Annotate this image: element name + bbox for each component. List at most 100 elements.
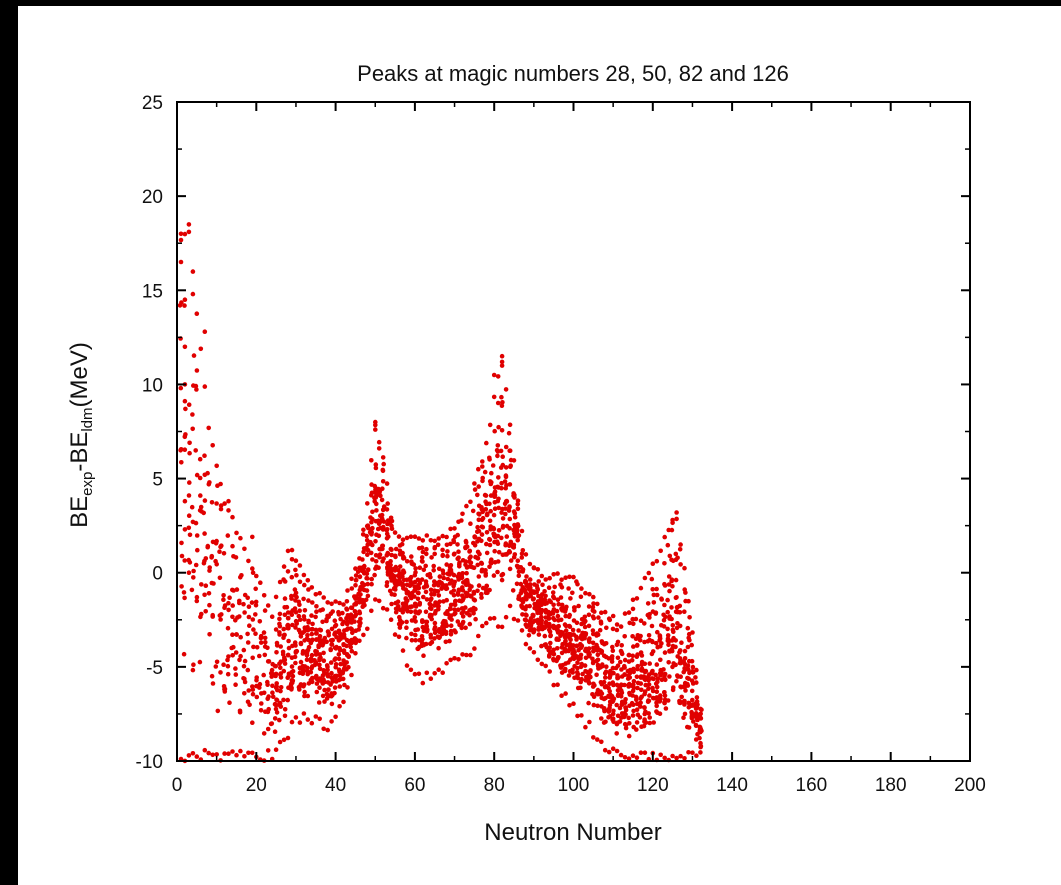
data-point	[479, 595, 484, 600]
data-point	[181, 590, 187, 595]
data-point	[259, 701, 264, 706]
data-point	[365, 593, 371, 599]
data-point	[479, 538, 484, 544]
data-point	[306, 598, 311, 603]
data-point	[484, 583, 490, 589]
data-point	[665, 597, 670, 603]
data-point	[572, 608, 577, 613]
data-point	[597, 627, 603, 633]
data-point	[313, 714, 319, 719]
data-point	[646, 682, 652, 687]
data-point	[535, 587, 541, 592]
data-point	[251, 644, 256, 650]
data-point	[373, 490, 378, 495]
data-point	[254, 678, 259, 683]
data-point	[385, 564, 390, 570]
data-point	[631, 678, 637, 684]
y-axis-title-main: BE	[66, 496, 93, 528]
data-point	[651, 720, 656, 725]
data-point	[419, 545, 425, 550]
data-point	[190, 667, 196, 673]
data-point	[424, 670, 430, 676]
data-point	[369, 458, 374, 463]
data-point	[651, 592, 657, 598]
data-point	[649, 623, 655, 629]
data-point	[225, 533, 231, 538]
data-point	[257, 619, 263, 624]
data-point	[570, 627, 576, 633]
data-point	[619, 643, 624, 648]
data-point	[622, 634, 627, 639]
data-point	[230, 653, 235, 658]
data-point	[459, 575, 465, 581]
data-point	[685, 681, 690, 687]
data-point	[606, 616, 612, 621]
data-point	[677, 648, 683, 653]
data-point	[630, 634, 635, 639]
data-point	[178, 259, 184, 265]
data-point	[682, 711, 688, 717]
data-point	[580, 671, 585, 677]
data-point	[611, 670, 616, 676]
data-point	[674, 510, 679, 515]
data-point	[467, 621, 473, 627]
data-point	[182, 434, 188, 440]
data-point	[591, 601, 596, 606]
data-point	[499, 577, 505, 583]
data-point	[281, 697, 286, 703]
data-point	[482, 469, 488, 475]
data-point	[590, 660, 596, 666]
data-point	[673, 662, 678, 668]
data-point	[594, 658, 599, 664]
data-point	[503, 541, 509, 546]
data-point	[523, 552, 529, 557]
data-point	[300, 667, 306, 673]
data-point	[611, 682, 616, 688]
data-point	[586, 646, 592, 651]
data-point	[432, 626, 437, 632]
data-point	[595, 737, 600, 742]
data-point	[191, 575, 196, 580]
data-point	[610, 644, 615, 650]
data-point	[468, 499, 473, 505]
data-point	[467, 549, 472, 554]
data-point	[503, 387, 509, 392]
data-point	[588, 668, 593, 673]
data-point	[293, 618, 299, 624]
data-point	[186, 513, 192, 518]
data-point	[610, 613, 616, 619]
data-point	[511, 458, 517, 463]
data-point	[293, 643, 298, 648]
data-point	[250, 570, 256, 575]
data-point	[667, 553, 673, 559]
data-point	[479, 524, 485, 529]
data-point	[590, 640, 596, 646]
data-point	[491, 525, 496, 531]
data-point	[289, 547, 295, 553]
data-point	[523, 590, 529, 596]
data-point	[469, 594, 474, 599]
data-point	[439, 586, 444, 591]
x-tick-label: 20	[246, 775, 267, 796]
data-point	[485, 512, 490, 517]
data-point	[333, 646, 339, 651]
data-point	[292, 606, 298, 611]
data-point	[558, 617, 564, 623]
data-point	[682, 648, 688, 654]
data-point	[310, 626, 315, 632]
data-point	[300, 651, 306, 656]
data-point	[587, 636, 592, 641]
data-point	[278, 665, 283, 671]
data-point	[233, 650, 239, 655]
data-point	[376, 565, 381, 570]
data-point	[257, 653, 262, 659]
data-point	[475, 555, 480, 561]
data-point	[480, 459, 485, 464]
data-point	[281, 626, 287, 632]
data-point	[606, 749, 612, 755]
data-point	[198, 346, 204, 352]
data-point	[499, 480, 504, 486]
data-point	[273, 673, 278, 679]
data-point	[659, 670, 664, 676]
data-point	[451, 602, 457, 607]
